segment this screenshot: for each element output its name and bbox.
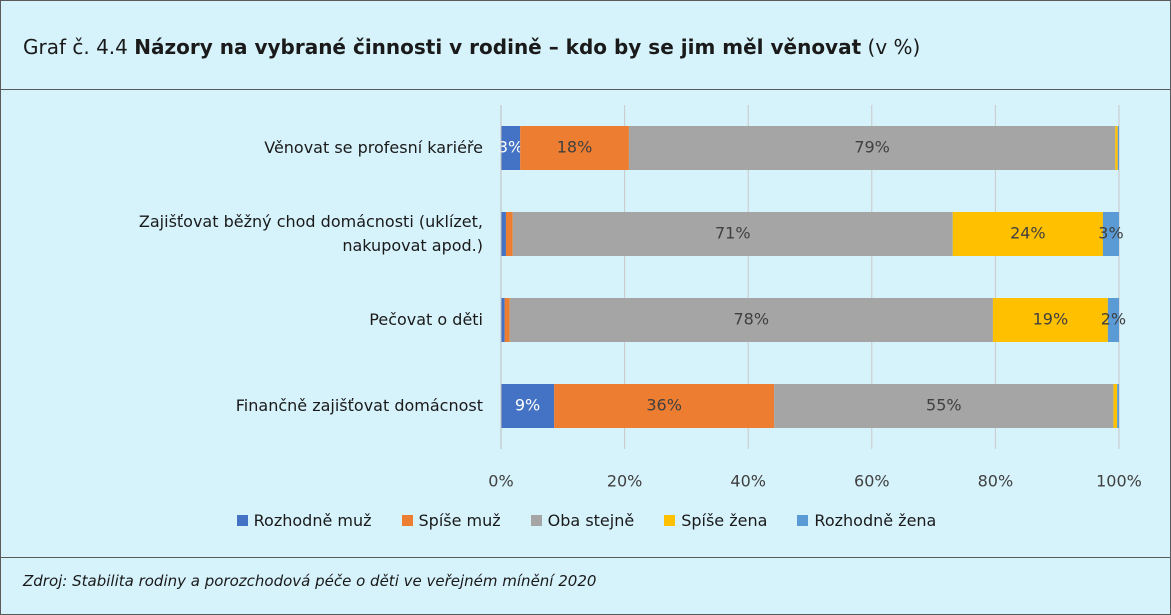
bar-segment xyxy=(512,212,953,256)
title-text: Názory na vybrané činnosti v rodině – kd… xyxy=(134,35,862,59)
data-label: 9% xyxy=(515,396,540,415)
bar-segment xyxy=(1117,384,1119,428)
bar-segment xyxy=(501,212,506,256)
bar-segment xyxy=(554,384,775,428)
category-label: Pečovat o děti xyxy=(369,310,483,329)
legend-swatch xyxy=(530,515,542,526)
bar-segment xyxy=(628,126,1116,170)
legend-label: Spíše žena xyxy=(681,511,768,530)
title-number: Graf č. 4.4 xyxy=(23,35,128,59)
legend-swatch xyxy=(797,515,809,526)
legend-label: Rozhodně muž xyxy=(253,511,372,530)
legend-item: Rozhodně muž xyxy=(236,511,372,530)
bar-segment xyxy=(952,212,1103,256)
category-label: Finančně zajišťovat domácnost xyxy=(235,396,483,415)
data-label: 3% xyxy=(1098,224,1123,243)
bar-segment xyxy=(1102,212,1119,256)
legend-label: Rozhodně žena xyxy=(814,511,937,530)
bar-segment xyxy=(501,298,505,342)
legend-swatch xyxy=(664,515,676,526)
data-label: 3% xyxy=(498,138,523,157)
category-label: Zajišťovat běžný chod domácnosti (uklíze… xyxy=(138,212,483,255)
bar-segment xyxy=(509,298,993,342)
legend-item: Spíše muž xyxy=(401,511,501,530)
bar-segment xyxy=(1107,298,1119,342)
divider xyxy=(1,89,1170,90)
data-label: 19% xyxy=(1033,310,1069,329)
bar-segment xyxy=(1113,384,1118,428)
divider xyxy=(1,557,1170,558)
bar-segment xyxy=(774,384,1114,428)
data-label: 78% xyxy=(734,310,770,329)
x-tick-label: 100% xyxy=(1096,472,1142,491)
data-label: 2% xyxy=(1101,310,1126,329)
bar-segment xyxy=(992,298,1108,342)
bar-segment xyxy=(520,126,629,170)
data-label: 71% xyxy=(715,224,751,243)
title-unit: (v %) xyxy=(867,35,921,59)
bar-segment xyxy=(504,298,510,342)
legend-label: Oba stejně xyxy=(547,511,635,530)
legend-item: Oba stejně xyxy=(530,511,635,530)
bar-segment xyxy=(501,384,555,428)
bar-segment xyxy=(501,126,521,170)
legend: Rozhodně muž Spíše muž Oba stejně Spíše žen… xyxy=(1,511,1171,530)
legend-item: Rozhodně žena xyxy=(797,511,936,530)
data-label: 18% xyxy=(557,138,593,157)
source-note: Zdroj: Stabilita rodiny a porozchodová p… xyxy=(23,572,597,590)
data-label: 55% xyxy=(926,396,962,415)
x-tick-label: 80% xyxy=(978,472,1014,491)
bar-segment xyxy=(505,212,513,256)
chart-title: Graf č. 4.4 Názory na vybrané činnosti v… xyxy=(23,35,920,59)
legend-swatch xyxy=(401,515,413,526)
legend-swatch xyxy=(236,515,248,526)
x-tick-label: 60% xyxy=(854,472,890,491)
category-label: Věnovat se profesní kariéře xyxy=(264,138,483,157)
data-label: 79% xyxy=(854,138,890,157)
data-label: 24% xyxy=(1010,224,1046,243)
legend-item: Spíše žena xyxy=(664,511,767,530)
x-tick-label: 20% xyxy=(607,472,643,491)
legend-label: Spíše muž xyxy=(418,511,501,530)
x-tick-label: 40% xyxy=(730,472,766,491)
x-tick-label: 0% xyxy=(488,472,513,491)
bar-segment xyxy=(1117,126,1119,170)
data-label: 36% xyxy=(646,396,682,415)
bar-segment xyxy=(1115,126,1118,170)
